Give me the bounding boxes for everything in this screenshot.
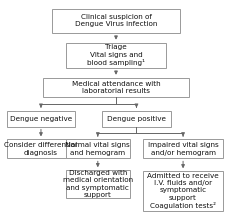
Text: Dengue negative: Dengue negative bbox=[10, 116, 72, 122]
FancyBboxPatch shape bbox=[66, 139, 129, 158]
Text: Clinical suspicion of
Dengue Virus infection: Clinical suspicion of Dengue Virus infec… bbox=[74, 14, 157, 27]
FancyBboxPatch shape bbox=[52, 8, 179, 33]
FancyBboxPatch shape bbox=[7, 139, 75, 158]
FancyBboxPatch shape bbox=[143, 139, 222, 158]
Text: Consider differential
diagnosis: Consider differential diagnosis bbox=[4, 142, 77, 156]
FancyBboxPatch shape bbox=[7, 111, 75, 127]
Text: Admitted to receive
I.V. fluids and/or
symptomatic
support
Coagulation tests²: Admitted to receive I.V. fluids and/or s… bbox=[146, 173, 218, 209]
Text: Impaired vital signs
and/or hemogram: Impaired vital signs and/or hemogram bbox=[147, 142, 218, 156]
Text: Discharged with
medical orientation
and symptomatic
support: Discharged with medical orientation and … bbox=[62, 170, 132, 198]
FancyBboxPatch shape bbox=[66, 170, 129, 198]
FancyBboxPatch shape bbox=[143, 171, 222, 210]
FancyBboxPatch shape bbox=[66, 43, 165, 68]
Text: Triage
Vital signs and
blood sampling¹: Triage Vital signs and blood sampling¹ bbox=[87, 44, 144, 66]
FancyBboxPatch shape bbox=[102, 111, 170, 127]
Text: Normal vital signs
and hemogram: Normal vital signs and hemogram bbox=[65, 142, 130, 156]
Text: Dengue positive: Dengue positive bbox=[106, 116, 165, 122]
Text: Medical attendance with
laboratorial results: Medical attendance with laboratorial res… bbox=[71, 81, 160, 94]
FancyBboxPatch shape bbox=[43, 78, 188, 97]
